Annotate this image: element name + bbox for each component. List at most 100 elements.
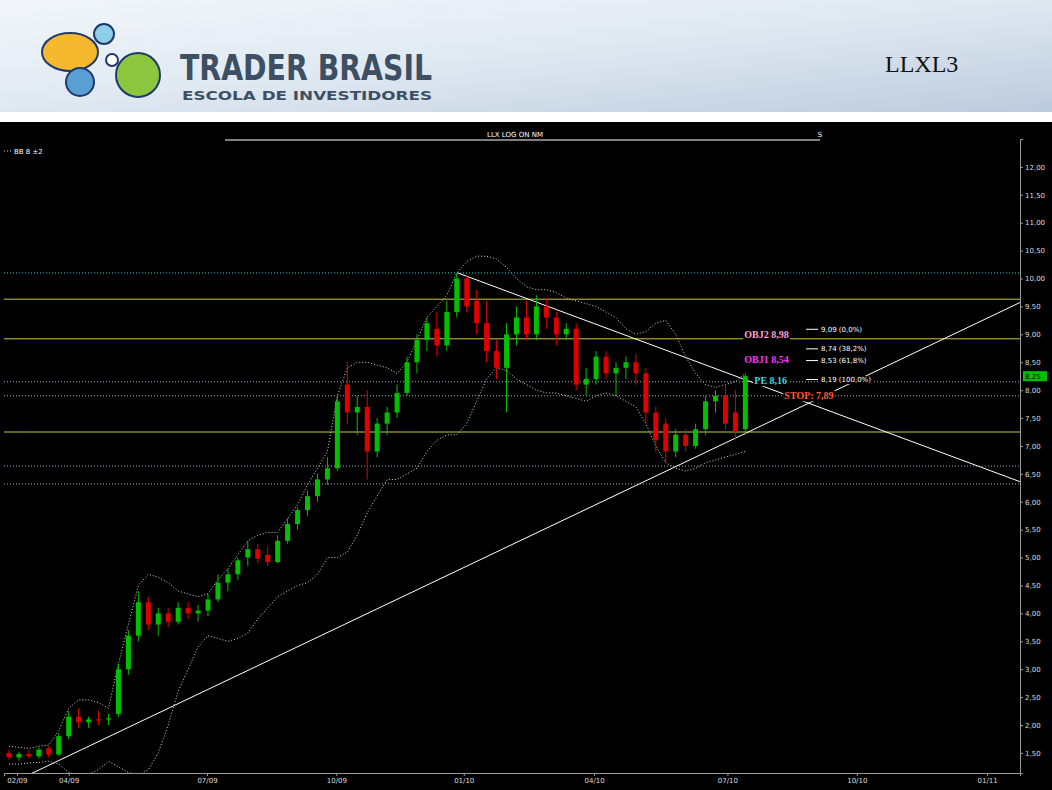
candle-body — [16, 754, 21, 757]
x-tick-label: 10/09 — [327, 777, 347, 785]
candle-body — [215, 583, 220, 600]
y-tick-label: 9,50 — [1025, 303, 1041, 311]
y-tick-label: 9,00 — [1025, 331, 1041, 339]
x-tick-mark — [336, 773, 337, 776]
bollinger-upper — [9, 256, 745, 748]
x-tick: 10/10 — [847, 773, 867, 785]
logo-shape — [106, 54, 118, 66]
candle-body — [633, 362, 638, 373]
fib-label-background — [820, 326, 863, 334]
y-tick-label: 8,00 — [1025, 387, 1041, 395]
candle-body — [544, 306, 549, 317]
chart-svg: TRADER BRASILESCOLA DE INVESTIDORESLLXL3… — [0, 0, 1052, 790]
candle-body — [434, 329, 439, 346]
level-line — [4, 299, 1020, 300]
y-tick: 6,00 — [1020, 499, 1041, 507]
candle-body — [245, 549, 250, 557]
candle-body — [683, 435, 688, 446]
y-tick: 12,00 — [1020, 164, 1045, 172]
y-tick: 4,50 — [1020, 582, 1041, 590]
tagline: ESCOLA DE INVESTIDORES — [182, 89, 432, 103]
annotation: OBJ2 8,98 — [743, 329, 789, 340]
candle-body — [26, 754, 31, 756]
annotation: STOP: 7,89 — [783, 390, 834, 401]
x-tick-mark — [207, 773, 208, 776]
x-tick-label: 02/09 — [7, 777, 27, 785]
candle-body — [36, 750, 41, 757]
fib-label: 8,74 (38,2%) — [821, 345, 867, 353]
candle-body — [305, 496, 310, 510]
x-tick: 01/10 — [454, 773, 474, 785]
y-tick: 8,50 — [1020, 359, 1041, 367]
y-tick-label: 3,50 — [1025, 638, 1041, 646]
candle-body — [325, 468, 330, 479]
candle-wick — [98, 711, 99, 725]
brand: TRADER BRASIL — [180, 47, 432, 88]
candle-body — [743, 376, 748, 429]
y-tick-mark — [1020, 753, 1023, 754]
x-tick-label: 04/09 — [59, 777, 79, 785]
candle-body — [643, 373, 648, 412]
chart-period: S — [818, 131, 823, 139]
candle-body — [275, 541, 280, 562]
y-tick-label: 7,00 — [1025, 443, 1041, 451]
candle-body — [524, 318, 529, 335]
fib-level — [806, 360, 818, 361]
fib-label-background — [820, 357, 868, 365]
y-tick-label: 4,00 — [1025, 610, 1041, 618]
y-tick-label: 5,00 — [1025, 554, 1041, 562]
y-tick-label: 3,00 — [1025, 666, 1041, 674]
fib-label-group: 8,53 (61,8%) — [820, 357, 868, 365]
logo-shape — [94, 24, 114, 44]
fib-label: 9,09 (0,0%) — [821, 326, 862, 334]
candle-body — [614, 368, 619, 374]
candle-body — [454, 279, 459, 312]
y-tick: 7,50 — [1020, 415, 1041, 423]
x-axis-line — [5, 774, 1021, 777]
annotation: OBJ1 8,54 — [743, 354, 789, 365]
fib-label: 8,19 (100,0%) — [821, 376, 871, 384]
annotation-text: OBJ1 8,54 — [744, 354, 788, 365]
candle-body — [106, 718, 111, 719]
fib-label-background — [820, 345, 868, 353]
y-tick-mark — [1020, 390, 1023, 391]
y-tick-mark — [1020, 167, 1023, 168]
candle-body — [663, 424, 668, 452]
fib-label-group: 8,19 (100,0%) — [820, 376, 872, 384]
candle-body — [653, 412, 658, 440]
y-tick: 5,50 — [1020, 526, 1041, 534]
y-tick-label: 4,50 — [1025, 582, 1041, 590]
candle-body — [703, 401, 708, 429]
candle-body — [76, 717, 81, 723]
level-line — [4, 432, 1020, 433]
y-tick-mark — [1020, 195, 1023, 196]
y-tick: 9,00 — [1020, 331, 1041, 339]
candle-body — [6, 753, 11, 757]
candle-body — [235, 560, 240, 574]
candle-body — [66, 717, 71, 737]
candle-body — [494, 351, 499, 368]
candle-body — [295, 510, 300, 524]
annotation-background — [783, 390, 834, 401]
x-tick-label: 01/10 — [454, 777, 474, 785]
candle-body — [474, 301, 479, 323]
candle-body — [86, 719, 91, 722]
candle-body — [534, 306, 539, 334]
x-tick-mark — [987, 773, 988, 776]
x-tick: 04/09 — [59, 773, 79, 785]
y-tick-mark — [1020, 530, 1023, 531]
x-tick-mark — [594, 773, 595, 776]
x-tick: 10/09 — [327, 773, 347, 785]
candle-body — [444, 312, 449, 345]
y-tick-mark — [1020, 334, 1023, 335]
y-tick: 5,00 — [1020, 554, 1041, 562]
candle-body — [166, 613, 171, 621]
candle-body — [96, 719, 101, 720]
y-tick-mark — [1020, 558, 1023, 559]
level-line — [4, 483, 1020, 484]
candle-body — [405, 362, 410, 393]
y-tick-mark — [1020, 725, 1023, 726]
x-tick-label: 10/10 — [847, 777, 867, 785]
candle-body — [345, 385, 350, 413]
annotation-background — [743, 354, 789, 365]
